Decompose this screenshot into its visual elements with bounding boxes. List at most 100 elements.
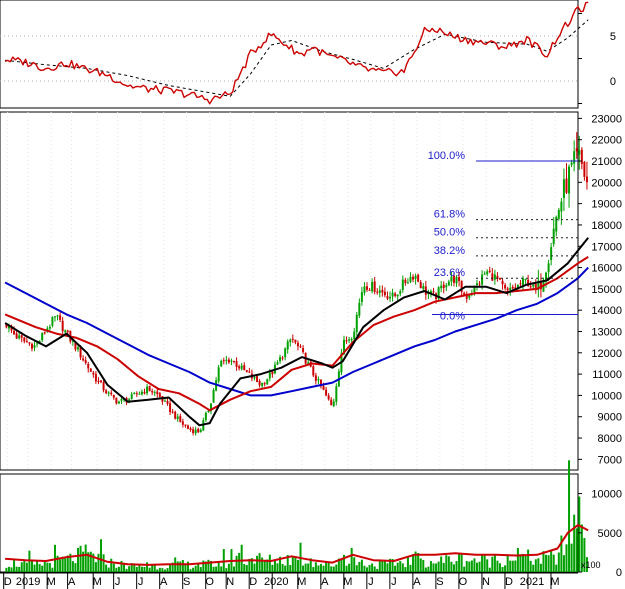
volume-bar xyxy=(565,544,568,572)
volume-bar xyxy=(463,566,466,572)
candle-body xyxy=(314,375,317,381)
ma-mid-line xyxy=(4,256,589,412)
candle-body xyxy=(348,339,351,341)
candle-body xyxy=(43,332,46,334)
candle-body xyxy=(493,274,496,280)
price-tick-label: 13000 xyxy=(591,326,622,338)
candle-body xyxy=(92,372,95,375)
volume-bar xyxy=(125,568,128,572)
volume-bar xyxy=(493,554,496,572)
ma-short-path xyxy=(4,237,589,427)
candle-body xyxy=(110,392,113,395)
time-tick-label: M xyxy=(93,576,102,588)
volume-bar xyxy=(552,554,555,572)
candle-body xyxy=(353,331,356,340)
indicator-main-path xyxy=(4,1,589,105)
candle-body xyxy=(279,357,282,362)
fib-label: 50.0% xyxy=(434,227,465,239)
time-tick-label: N xyxy=(226,576,234,588)
price-tick-label: 22000 xyxy=(591,135,622,147)
volume-bar xyxy=(23,560,26,572)
candle-body xyxy=(412,276,415,280)
volume-bar xyxy=(442,562,445,572)
volume-bar xyxy=(74,563,77,572)
time-tick-label: A xyxy=(321,576,329,588)
volume-bar xyxy=(337,558,340,572)
indicator-signal-path xyxy=(5,19,589,97)
fib-label: 100.0% xyxy=(428,150,466,162)
volume-bar xyxy=(46,562,49,572)
candle-body xyxy=(176,416,179,420)
candle-body xyxy=(399,291,402,294)
volume-bar xyxy=(568,460,571,572)
candle-body xyxy=(61,320,64,332)
volume-bar xyxy=(376,568,379,572)
candle-body xyxy=(560,201,563,212)
candle-body xyxy=(140,391,143,395)
time-tick-label: J xyxy=(138,576,144,588)
candle-body xyxy=(562,179,565,198)
candle-body xyxy=(335,386,338,402)
price-tick-label: 7000 xyxy=(598,454,622,466)
volume-bar xyxy=(51,567,54,572)
volume-bar xyxy=(82,551,85,572)
candle-body xyxy=(460,280,463,292)
candle-body xyxy=(555,216,558,232)
volume-bar xyxy=(240,544,243,572)
time-tick-label: 2020 xyxy=(264,576,288,588)
volume-bar xyxy=(33,564,36,572)
volume-bar xyxy=(261,557,264,572)
volume-bar xyxy=(41,565,44,572)
volume-bar xyxy=(399,561,402,572)
volume-bar xyxy=(217,562,220,572)
volume-bar xyxy=(371,563,374,572)
candle-body xyxy=(565,178,568,193)
indicator-panel: 50 xyxy=(0,0,616,109)
ma-long-path xyxy=(4,266,589,397)
candle-body xyxy=(13,330,16,335)
candle-body xyxy=(48,326,51,329)
volume-bar xyxy=(15,566,18,572)
volume-bar xyxy=(138,564,141,572)
volume-bar xyxy=(514,560,517,572)
candle-body xyxy=(483,273,486,275)
volume-bar xyxy=(437,561,440,572)
volume-bar xyxy=(238,552,241,572)
candle-body xyxy=(158,393,161,397)
volume-bar xyxy=(18,566,21,572)
volume-bar xyxy=(158,567,161,572)
volume-bar xyxy=(578,496,581,572)
time-tick-label: D xyxy=(505,576,513,588)
price-y-axis: 23000 22000 21000 20000 19000 18000 17000 16000… xyxy=(578,113,622,466)
candle-body xyxy=(360,292,363,303)
volume-bar xyxy=(284,565,287,572)
indicator-signal-line xyxy=(5,19,589,97)
volume-tick-label: 0 xyxy=(616,567,622,579)
candle-body xyxy=(192,429,195,434)
candle-body xyxy=(550,247,553,261)
volume-bar xyxy=(307,563,310,572)
price-tick-label: 21000 xyxy=(591,156,622,168)
candle-body xyxy=(547,263,550,273)
volume-bar xyxy=(156,569,159,572)
candle-body xyxy=(243,365,246,371)
indicator-main-line xyxy=(4,1,589,105)
volume-bar xyxy=(447,556,450,572)
volume-bar xyxy=(215,566,218,572)
price-tick-label: 15000 xyxy=(591,284,622,296)
volume-bar xyxy=(117,566,120,572)
price-candles xyxy=(5,132,588,436)
volume-bar xyxy=(59,559,62,572)
volume-bar xyxy=(135,567,138,572)
candle-body xyxy=(74,341,77,350)
volume-bar xyxy=(171,562,174,572)
candle-body xyxy=(376,291,379,293)
candle-body xyxy=(204,412,207,421)
volume-bar xyxy=(378,561,381,572)
candle-body xyxy=(478,283,481,285)
candle-body xyxy=(575,148,578,152)
candle-body xyxy=(169,403,172,413)
volume-bar xyxy=(110,558,113,572)
candle-body xyxy=(238,366,241,369)
candle-body xyxy=(174,411,177,419)
